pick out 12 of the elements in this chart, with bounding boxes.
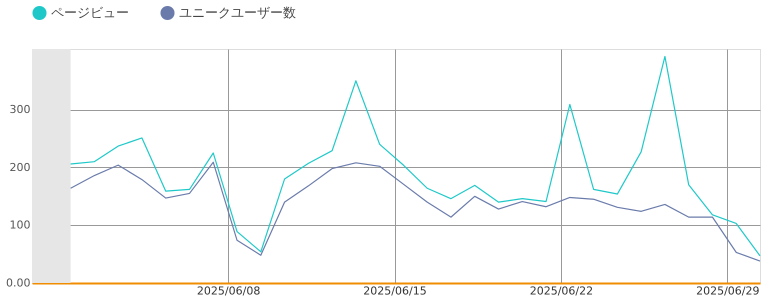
y-tick-label: 300: [10, 103, 30, 116]
line-series: [70, 162, 761, 262]
x-tick-label: 2025/06/29: [696, 284, 760, 298]
y-tick-label: 200: [10, 160, 30, 174]
legend-label: ユニークユーザー数: [179, 6, 296, 21]
x-tick-label: 2025/06/22: [530, 284, 594, 298]
x-tick-label: 2025/06/15: [363, 284, 427, 298]
y-tick-label: 0.00: [6, 276, 30, 290]
x-tick-label: 2025/06/08: [196, 284, 260, 298]
legend-label: ページビュー: [51, 6, 129, 21]
line-series: [70, 56, 761, 256]
y-tick-label: 100: [10, 218, 30, 232]
